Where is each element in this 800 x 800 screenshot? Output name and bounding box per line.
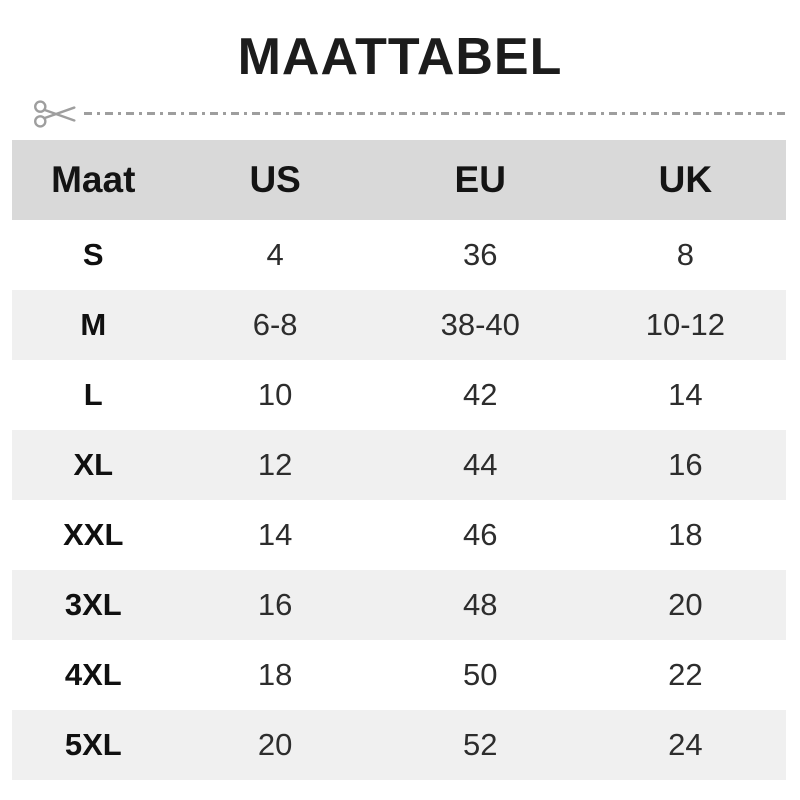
eu-value: 36 [375, 219, 585, 290]
us-value: 12 [174, 429, 376, 500]
eu-value: 38-40 [375, 289, 585, 360]
header-row: Maat US EU UK [12, 139, 786, 220]
header-us: US [174, 139, 376, 220]
us-value: 4 [174, 219, 376, 290]
scissors-icon [34, 100, 76, 128]
uk-value: 10-12 [584, 289, 786, 360]
uk-value: 14 [584, 359, 786, 430]
eu-value: 42 [375, 359, 585, 430]
us-value: 14 [174, 499, 376, 570]
table-row-l: L 10 42 14 [12, 359, 786, 430]
table-row-3xl: 3XL 16 48 20 [12, 569, 786, 640]
us-value: 16 [174, 569, 376, 640]
size-label: L [12, 359, 175, 430]
table-row-xl: XL 12 44 16 [12, 429, 786, 500]
uk-value: 16 [584, 429, 786, 500]
size-table: Maat US EU UK S 4 36 8 M 6-8 38-40 10-12… [12, 139, 786, 780]
size-label: 4XL [12, 639, 175, 710]
uk-value: 24 [584, 709, 786, 780]
size-label: M [12, 289, 175, 360]
dashed-cut-line [84, 112, 786, 116]
size-table-body: S 4 36 8 M 6-8 38-40 10-12 L 10 42 14 XL… [12, 219, 786, 780]
eu-value: 48 [375, 569, 585, 640]
table-row-s: S 4 36 8 [12, 219, 786, 290]
size-label: S [12, 219, 175, 290]
uk-value: 18 [584, 499, 786, 570]
uk-value: 8 [584, 219, 786, 290]
uk-value: 22 [584, 639, 786, 710]
size-label: XL [12, 429, 175, 500]
table-row-4xl: 4XL 18 50 22 [12, 639, 786, 710]
eu-value: 46 [375, 499, 585, 570]
eu-value: 50 [375, 639, 585, 710]
header-eu: EU [375, 139, 585, 220]
table-row-5xl: 5XL 20 52 24 [12, 709, 786, 780]
cut-line [32, 94, 786, 134]
size-table-header: Maat US EU UK [12, 139, 786, 220]
header-maat: Maat [12, 139, 175, 220]
size-label: 5XL [12, 709, 175, 780]
eu-value: 44 [375, 429, 585, 500]
header-uk: UK [584, 139, 786, 220]
page-title: MAATTABEL [237, 28, 563, 86]
size-label: 3XL [12, 569, 175, 640]
us-value: 18 [174, 639, 376, 710]
size-label: XXL [12, 499, 175, 570]
table-row-xxl: XXL 14 46 18 [12, 499, 786, 570]
eu-value: 52 [375, 709, 585, 780]
uk-value: 20 [584, 569, 786, 640]
us-value: 20 [174, 709, 376, 780]
us-value: 6-8 [174, 289, 376, 360]
table-row-m: M 6-8 38-40 10-12 [12, 289, 786, 360]
us-value: 10 [174, 359, 376, 430]
